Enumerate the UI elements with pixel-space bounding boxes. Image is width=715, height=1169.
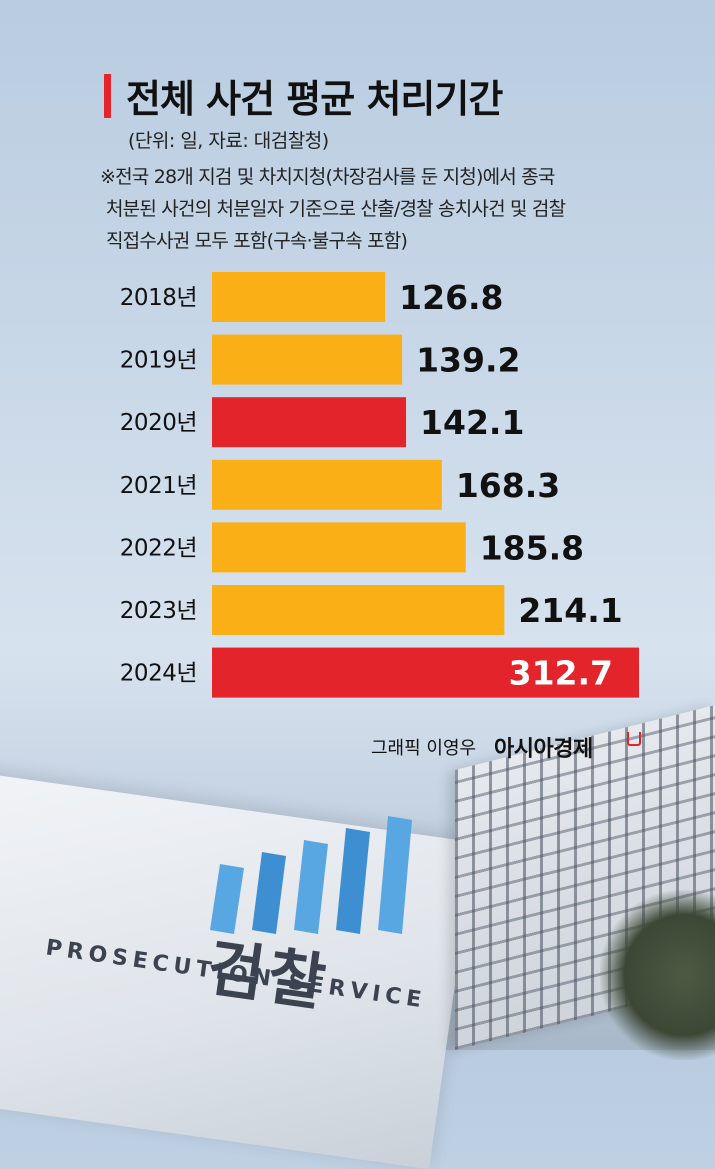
value-label: 214.1 [518, 591, 622, 630]
value-label: 168.3 [456, 466, 560, 505]
year-label: 2019년 [120, 348, 197, 374]
bar-2022년 [212, 522, 466, 573]
year-label: 2022년 [120, 535, 197, 561]
year-label: 2024년 [120, 661, 197, 687]
emblem-stripe [294, 840, 328, 934]
prosecution-emblem-icon [210, 816, 412, 934]
bar-chart: 2018년 126.8 2019년 139.2 2020년 142.1 2021년 168.3… [120, 272, 639, 698]
bar-2019년 [212, 334, 403, 385]
brand-logo: 아시아경제 [494, 737, 593, 762]
year-label: 2018년 [120, 285, 197, 311]
note-line-3: 직접수사권 모두 포함(구속·불구속 포함) [106, 230, 408, 252]
bar-2020년 [212, 397, 407, 448]
unit-source: (단위: 일, 자료: 대검찰청) [128, 130, 329, 152]
bar-2023년 [212, 585, 505, 635]
year-label: 2021년 [120, 473, 197, 499]
title-accent-bar [104, 74, 111, 118]
chart-title: 전체 사건 평균 처리기간 [126, 77, 503, 121]
year-label: 2023년 [120, 598, 197, 624]
bar-2024년 [212, 647, 639, 698]
emblem-stripe [210, 864, 244, 934]
emblem-stripe [252, 852, 286, 934]
bar-2021년 [212, 459, 442, 510]
bar-2018년 [212, 272, 386, 322]
value-label: 312.7 [509, 654, 613, 693]
value-label: 126.8 [399, 278, 503, 317]
graphic-credit: 그래픽 이영우 [371, 738, 477, 759]
note-line-1: ※전국 28개 지검 및 차치지청(차장검사를 둔 지청)에서 종국 [100, 166, 555, 188]
emblem-stripe [336, 828, 370, 934]
value-label: 142.1 [420, 403, 524, 442]
tree [600, 890, 715, 1060]
brand-mark-icon [627, 732, 641, 746]
emblem-stripe [378, 816, 412, 934]
note-line-2: 처분된 사건의 처분일자 기준으로 산출/경찰 송치사건 및 검찰 [106, 198, 566, 220]
value-label: 185.8 [480, 528, 584, 567]
year-label: 2020년 [120, 410, 197, 436]
value-label: 139.2 [416, 341, 520, 380]
